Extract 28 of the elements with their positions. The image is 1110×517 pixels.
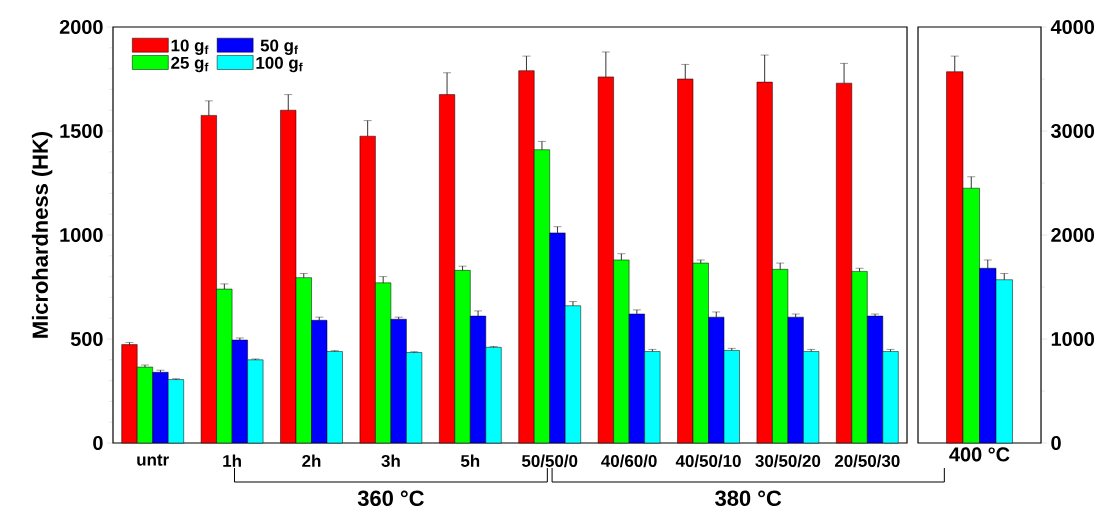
y-tick-label: 4000 [1050,19,1095,35]
x-tick-label: 5h [460,454,480,467]
x-tick-label: 40/50/10 [675,454,741,468]
y-tick-label: 1000 [1051,331,1095,347]
x-tick-label: 2h [302,454,321,467]
text: 360 °C [357,490,424,507]
y-axis-title: Microhardness (HK) [31,132,53,338]
x-tick-label: 20/50/30 [834,454,900,468]
legend-label: 25 g$_{f}$ [171,56,209,73]
x-tick-label: untr [137,454,169,466]
x-axis-title: 400 °C [949,447,1010,462]
x-tick-label: 3h [381,454,400,467]
y-tick-label: 1500 [60,123,103,139]
text: 380 °C [715,490,782,507]
y-tick-label: 1000 [60,227,103,243]
y-tick-label: 2000 [1051,227,1095,243]
legend-label: 50 g$_{f}$ [260,39,298,55]
x-tick-label: 40/60/0 [601,454,657,468]
x-tick-label: 50/50/0 [521,454,578,468]
y-tick-label: 0 [1051,435,1061,451]
y-tick-label: 2000 [59,19,103,35]
y-tick-label: 500 [70,331,103,347]
x-tick-label: 1h [223,454,241,467]
y-tick-label: 3000 [1050,123,1095,139]
legend-label: 10 g$_{f}$ [171,39,209,55]
y-tick-label: 0 [93,435,103,451]
x-tick-label: 30/50/20 [755,454,821,468]
legend-label: 100 g$_{f}$ [256,56,303,73]
